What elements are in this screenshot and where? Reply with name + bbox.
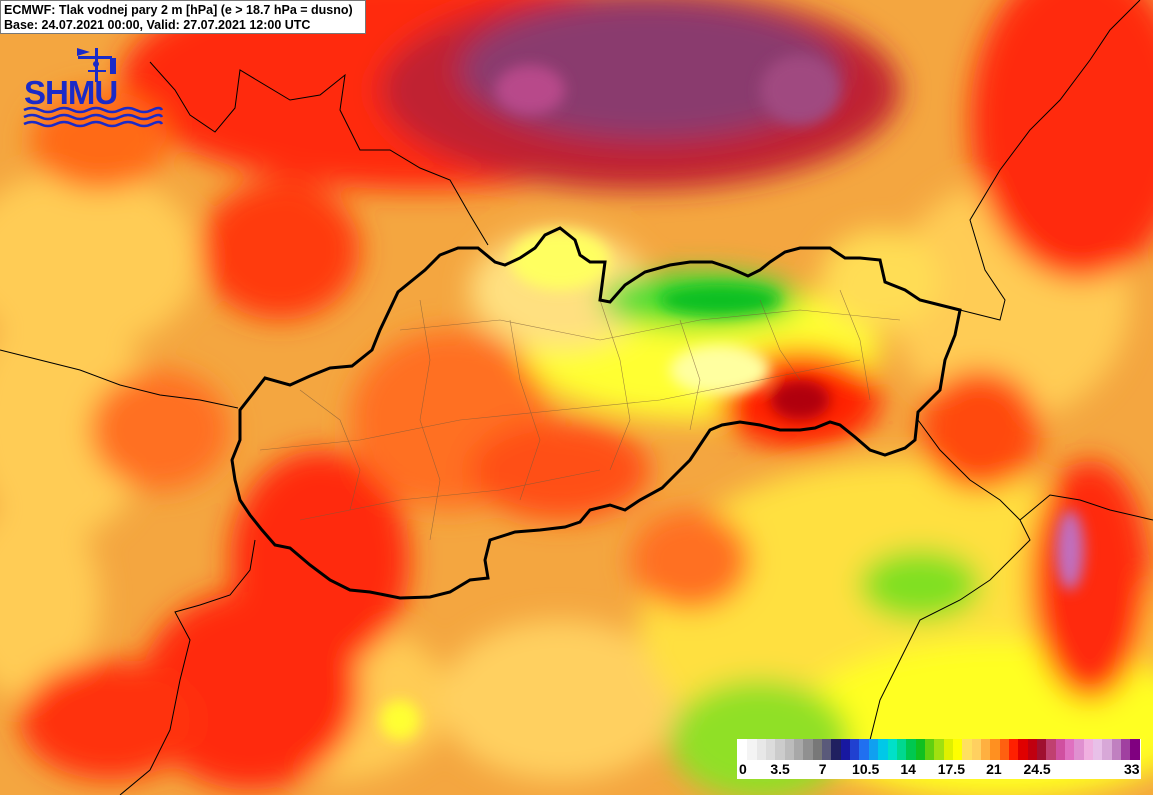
legend-swatch <box>756 739 767 760</box>
legend-label: 33 <box>1124 761 1140 777</box>
legend-label: 3.5 <box>770 761 790 777</box>
legend-swatch <box>971 739 981 760</box>
color-legend: 0 3.5 7 10.5 14 17.5 21 24.5 33 <box>737 739 1141 779</box>
legend-swatch <box>784 739 795 760</box>
legend-swatch <box>924 739 935 760</box>
legend-swatch <box>859 739 869 760</box>
legend-label: 14 <box>900 761 916 777</box>
legend-swatch <box>1008 739 1019 760</box>
shmu-logo: SHMU <box>23 48 164 128</box>
legend-label: 17.5 <box>937 761 965 777</box>
legend-swatch <box>1046 739 1056 760</box>
legend-swatch <box>980 739 991 760</box>
legend-label: 10.5 <box>852 761 880 777</box>
legend-swatch <box>999 739 1009 760</box>
legend-swatch <box>943 739 953 760</box>
legend-swatch <box>934 739 944 760</box>
legend-swatch <box>962 739 972 760</box>
legend-swatch <box>766 739 776 760</box>
legend-swatch <box>794 739 804 760</box>
legend-swatch <box>1074 739 1084 760</box>
legend-swatch <box>850 739 860 760</box>
legend-labels: 0 3.5 7 10.5 14 17.5 21 24.5 33 <box>737 761 1141 779</box>
legend-swatch <box>1018 739 1028 760</box>
legend-swatch <box>990 739 1000 760</box>
legend-label: 0 <box>739 761 747 777</box>
shmu-logo-text: SHMU <box>24 74 117 111</box>
vapor-pressure-detail <box>380 55 1084 740</box>
legend-swatch <box>868 739 879 760</box>
legend-swatch <box>840 739 851 760</box>
map-title: ECMWF: Tlak vodnej pary 2 m [hPa] (e > 1… <box>4 3 353 17</box>
legend-swatch <box>803 739 813 760</box>
legend-swatch <box>1130 739 1140 760</box>
legend-label: 24.5 <box>1023 761 1051 777</box>
legend-swatch <box>738 739 748 760</box>
weather-vane-icon <box>77 48 116 82</box>
legend-swatch <box>1102 739 1112 760</box>
legend-swatch <box>1121 739 1131 760</box>
slovakia-border <box>230 226 962 600</box>
legend-swatch <box>747 739 757 760</box>
legend-swatch <box>887 739 897 760</box>
legend-swatch <box>915 739 925 760</box>
legend-swatch <box>1037 739 1047 760</box>
legend-swatch <box>1055 739 1066 760</box>
legend-color-bar <box>738 739 1140 760</box>
legend-swatch <box>1065 739 1075 760</box>
legend-swatch <box>896 739 907 760</box>
legend-swatch <box>831 739 841 760</box>
legend-label: 7 <box>818 761 827 777</box>
district-borders <box>259 289 901 541</box>
legend-swatch <box>1093 739 1103 760</box>
legend-swatch <box>812 739 823 760</box>
map-subtitle: Base: 24.07.2021 00:00, Valid: 27.07.202… <box>4 18 311 32</box>
legend-swatch <box>1083 739 1094 760</box>
legend-swatch <box>878 739 888 760</box>
legend-swatch <box>1027 739 1037 760</box>
legend-swatch <box>1111 739 1122 760</box>
legend-swatch <box>822 739 832 760</box>
map-title-box: ECMWF: Tlak vodnej pary 2 m [hPa] (e > 1… <box>0 0 366 34</box>
waves-icon <box>23 106 164 128</box>
legend-swatch <box>775 739 785 760</box>
legend-swatch <box>952 739 963 760</box>
legend-label: 21 <box>986 761 1002 777</box>
legend-swatch <box>906 739 916 760</box>
